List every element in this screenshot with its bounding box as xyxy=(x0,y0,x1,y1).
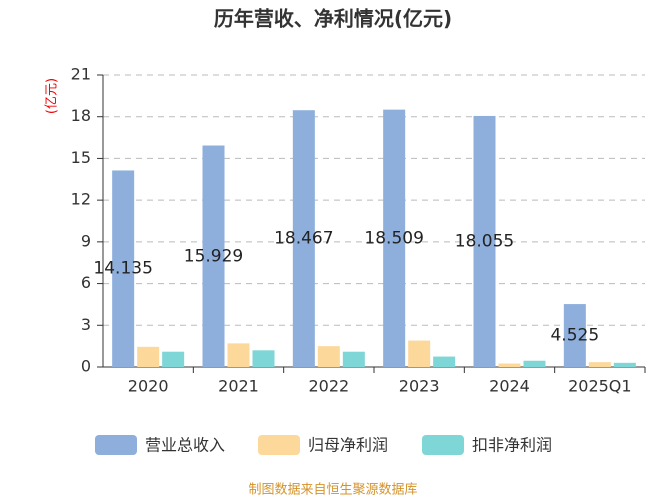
data-label: 18.055 xyxy=(455,231,514,251)
source-note: 制图数据来自恒生聚源数据库 xyxy=(248,482,417,498)
legend-label: 归母净利润 xyxy=(308,436,388,455)
data-label: 18.509 xyxy=(364,228,423,248)
y-tick-label: 3 xyxy=(81,315,91,334)
bar xyxy=(408,340,431,367)
y-tick-label: 15 xyxy=(71,148,91,167)
bar xyxy=(342,351,365,367)
bar xyxy=(317,346,340,367)
data-label: 4.525 xyxy=(550,326,599,346)
x-tick-label: 2024 xyxy=(489,377,530,396)
bar xyxy=(292,110,315,367)
y-tick-label: 9 xyxy=(81,231,91,250)
data-label: 18.467 xyxy=(274,229,333,249)
data-label: 14.135 xyxy=(93,259,152,279)
bar xyxy=(588,362,611,367)
bar xyxy=(162,351,185,367)
x-tick-label: 2020 xyxy=(128,377,169,396)
data-label: 15.929 xyxy=(184,246,243,266)
bar xyxy=(202,145,225,367)
bar xyxy=(137,346,160,367)
chart-title: 历年营收、净利情况(亿元) xyxy=(214,7,452,31)
bar xyxy=(383,109,406,367)
y-tick-label: 12 xyxy=(71,190,91,209)
y-tick-label: 18 xyxy=(71,106,91,125)
y-tick-label: 21 xyxy=(71,65,91,84)
legend-swatch xyxy=(258,435,300,455)
legend-label: 营业总收入 xyxy=(145,436,225,455)
bar xyxy=(563,304,586,367)
y-axis-label: (亿元) xyxy=(45,78,60,114)
x-tick-label: 2025Q1 xyxy=(568,377,632,396)
x-tick-label: 2023 xyxy=(399,377,440,396)
bar xyxy=(613,362,636,367)
y-tick-label: 0 xyxy=(81,357,91,376)
y-tick-label: 6 xyxy=(81,273,91,292)
x-tick-label: 2021 xyxy=(218,377,259,396)
legend-swatch xyxy=(422,435,464,455)
x-tick-label: 2022 xyxy=(308,377,349,396)
bar xyxy=(523,360,546,367)
legend-label: 扣非净利润 xyxy=(472,436,552,455)
bar xyxy=(227,343,250,367)
bar xyxy=(473,115,496,367)
bar xyxy=(252,350,275,367)
bar xyxy=(433,356,456,367)
legend-swatch xyxy=(95,435,137,455)
bar xyxy=(498,363,521,367)
bar xyxy=(112,170,135,367)
